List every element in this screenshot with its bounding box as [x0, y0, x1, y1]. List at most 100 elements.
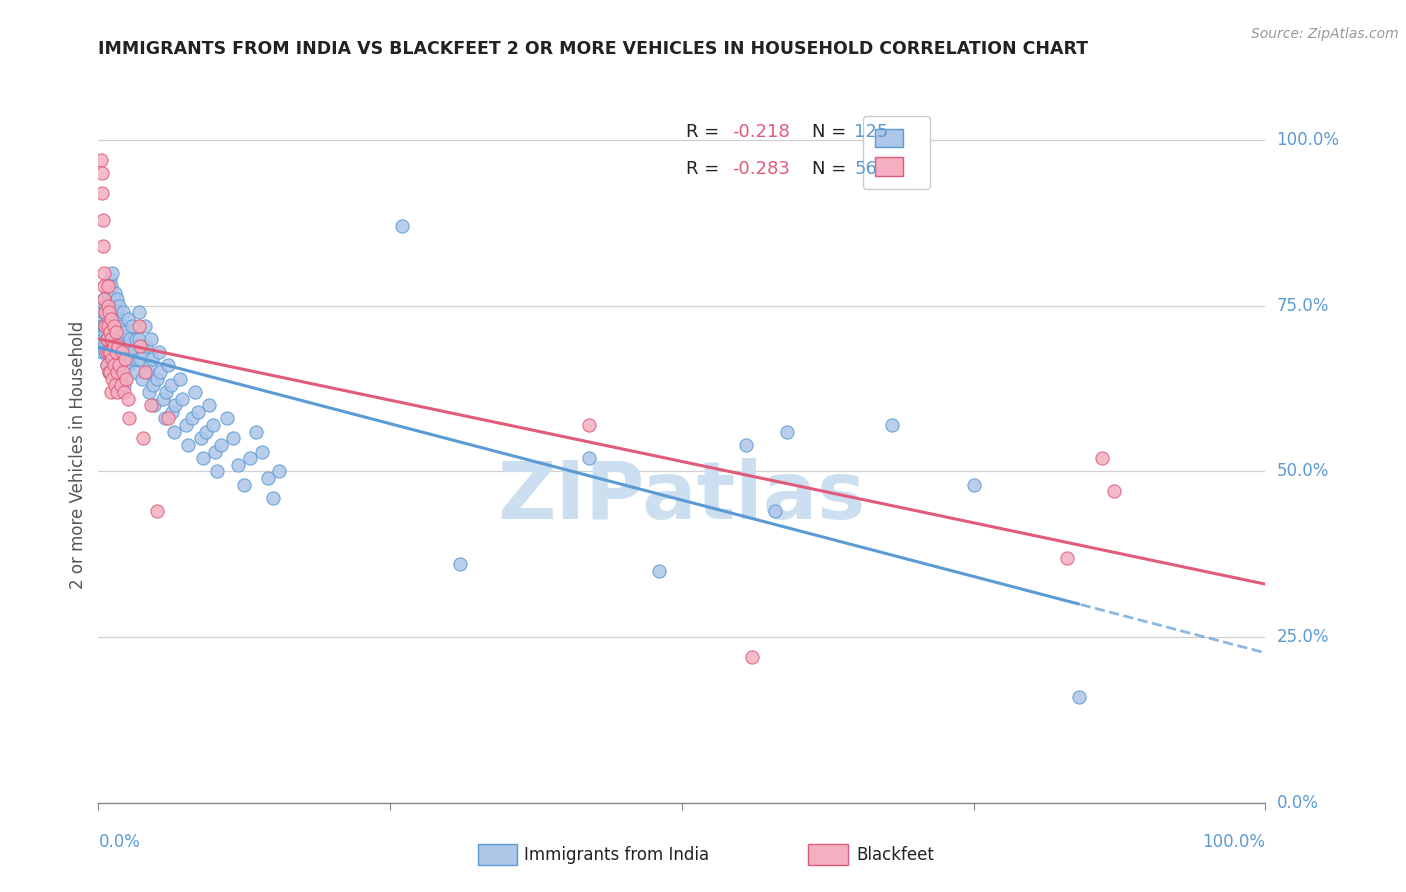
Point — [101, 266, 124, 280]
Point — [146, 372, 169, 386]
Point — [117, 312, 139, 326]
Point — [160, 405, 183, 419]
Point — [100, 384, 122, 399]
Point — [122, 345, 145, 359]
Point — [111, 318, 134, 333]
Point — [98, 365, 121, 379]
Point — [101, 292, 124, 306]
Point — [129, 338, 152, 352]
Point — [121, 318, 143, 333]
Point — [139, 332, 162, 346]
Point — [108, 326, 131, 340]
Point — [117, 392, 139, 406]
Point — [104, 345, 127, 359]
Point — [90, 186, 112, 201]
Point — [184, 384, 207, 399]
Point — [93, 318, 115, 333]
Point — [90, 166, 112, 180]
Text: Source: ZipAtlas.com: Source: ZipAtlas.com — [1251, 27, 1399, 41]
Point — [91, 239, 114, 253]
Point — [118, 332, 141, 346]
Point — [269, 465, 291, 479]
Point — [112, 378, 135, 392]
Point — [97, 305, 120, 319]
Point — [100, 305, 122, 319]
Point — [578, 451, 600, 466]
Point — [104, 332, 127, 346]
Point — [107, 332, 129, 346]
Point — [104, 378, 127, 392]
Point — [97, 332, 120, 346]
Point — [143, 398, 166, 412]
Point — [94, 345, 117, 359]
Point — [107, 338, 129, 352]
Point — [190, 431, 212, 445]
Point — [104, 351, 127, 366]
Point — [193, 451, 215, 466]
Point — [763, 504, 786, 518]
Point — [93, 338, 115, 352]
Point — [139, 398, 162, 412]
Point — [134, 365, 156, 379]
Text: 50.0%: 50.0% — [1277, 462, 1329, 481]
Point — [157, 359, 180, 373]
Point — [98, 345, 121, 359]
Point — [115, 372, 138, 386]
Point — [134, 318, 156, 333]
Point — [159, 378, 181, 392]
Point — [97, 365, 120, 379]
Point — [132, 431, 155, 445]
Point — [96, 359, 118, 373]
Point — [93, 266, 115, 280]
Legend: , : , — [863, 116, 929, 189]
Point — [110, 372, 132, 386]
Point — [97, 345, 120, 359]
Point — [107, 312, 129, 326]
Point — [96, 332, 118, 346]
Point — [97, 285, 120, 300]
Point — [1067, 690, 1090, 704]
Point — [108, 359, 131, 373]
Point — [153, 411, 176, 425]
Point — [111, 365, 134, 379]
Point — [101, 351, 124, 366]
Point — [735, 438, 758, 452]
Point — [103, 299, 125, 313]
Point — [262, 491, 284, 505]
Point — [131, 372, 153, 386]
Point — [169, 372, 191, 386]
Point — [96, 305, 118, 319]
Point — [111, 332, 134, 346]
Point — [91, 305, 114, 319]
Point — [221, 431, 243, 445]
Point — [98, 326, 121, 340]
Point — [96, 359, 118, 373]
Text: R =: R = — [686, 123, 724, 141]
Point — [94, 326, 117, 340]
Point — [100, 312, 122, 326]
Point — [177, 438, 200, 452]
Point — [111, 338, 134, 352]
Point — [115, 345, 138, 359]
Point — [98, 299, 121, 313]
Point — [104, 285, 127, 300]
Point — [101, 372, 124, 386]
Point — [103, 359, 125, 373]
Point — [149, 365, 172, 379]
Text: 100.0%: 100.0% — [1277, 131, 1340, 149]
Point — [90, 318, 112, 333]
Point — [100, 351, 122, 366]
Point — [103, 318, 125, 333]
Point — [103, 318, 125, 333]
Point — [97, 338, 120, 352]
Text: 125: 125 — [855, 123, 889, 141]
Point — [120, 351, 142, 366]
Point — [157, 411, 180, 425]
Point — [180, 411, 202, 425]
Text: N =: N = — [813, 123, 852, 141]
Text: IMMIGRANTS FROM INDIA VS BLACKFEET 2 OR MORE VEHICLES IN HOUSEHOLD CORRELATION C: IMMIGRANTS FROM INDIA VS BLACKFEET 2 OR … — [98, 40, 1088, 58]
Point — [93, 292, 115, 306]
Point — [110, 345, 132, 359]
Point — [100, 326, 122, 340]
Point — [139, 359, 162, 373]
